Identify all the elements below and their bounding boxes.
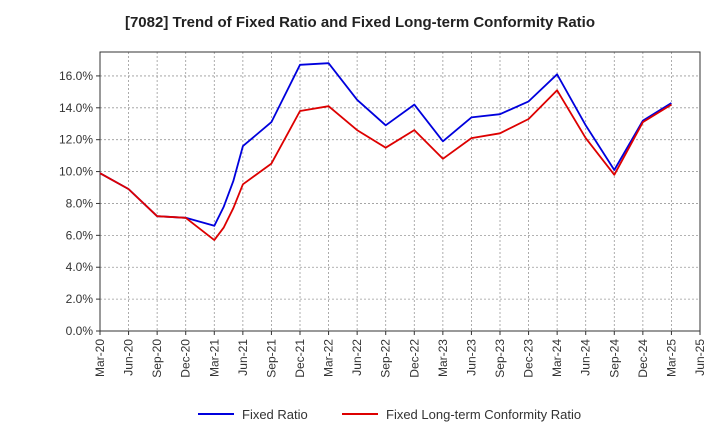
legend-label: Fixed Ratio xyxy=(242,407,308,422)
x-tick-label: Sep-21 xyxy=(264,339,278,378)
x-tick-label: Mar-22 xyxy=(322,339,336,377)
x-tick-label: Mar-23 xyxy=(436,339,450,377)
x-tick-label: Mar-24 xyxy=(550,339,564,377)
series-line xyxy=(99,89,672,242)
x-tick-label: Jun-22 xyxy=(350,339,364,376)
series-line xyxy=(99,62,672,227)
plot-area xyxy=(100,52,700,331)
y-tick-label: 16.0% xyxy=(59,69,93,83)
x-tick-label: Sep-24 xyxy=(607,339,621,378)
y-tick-label: 4.0% xyxy=(66,260,94,274)
y-tick-label: 12.0% xyxy=(59,133,93,147)
legend-label: Fixed Long-term Conformity Ratio xyxy=(386,407,581,422)
x-tick-label: Dec-21 xyxy=(293,339,307,378)
x-tick-label: Dec-22 xyxy=(407,339,421,378)
y-tick-label: 6.0% xyxy=(66,228,94,242)
plot-frame xyxy=(99,51,701,332)
x-tick-label: Sep-23 xyxy=(493,339,507,378)
x-tick-label: Dec-23 xyxy=(522,339,536,378)
x-tick-label: Mar-25 xyxy=(664,339,678,377)
chart-title: [7082] Trend of Fixed Ratio and Fixed Lo… xyxy=(124,14,596,31)
x-tick-label: Jun-23 xyxy=(464,339,478,376)
y-tick-label: 2.0% xyxy=(66,292,94,306)
x-tick-label: Sep-22 xyxy=(379,339,393,378)
x-tick-label: Dec-24 xyxy=(636,339,650,378)
y-tick-label: 8.0% xyxy=(66,196,94,210)
x-tick-label: Mar-20 xyxy=(93,339,107,377)
x-tick-label: Jun-20 xyxy=(122,339,136,376)
x-tick-label: Sep-20 xyxy=(150,339,164,378)
x-tick-label: Jun-24 xyxy=(579,339,593,376)
y-tick-label: 10.0% xyxy=(59,165,93,179)
y-tick-label: 0.0% xyxy=(66,324,94,338)
x-tick-label: Jun-25 xyxy=(693,339,707,376)
x-tick-label: Dec-20 xyxy=(179,339,193,378)
y-tick-label: 14.0% xyxy=(59,101,93,115)
x-tick-label: Mar-21 xyxy=(207,339,221,377)
x-tick-label: Jun-21 xyxy=(236,339,250,376)
